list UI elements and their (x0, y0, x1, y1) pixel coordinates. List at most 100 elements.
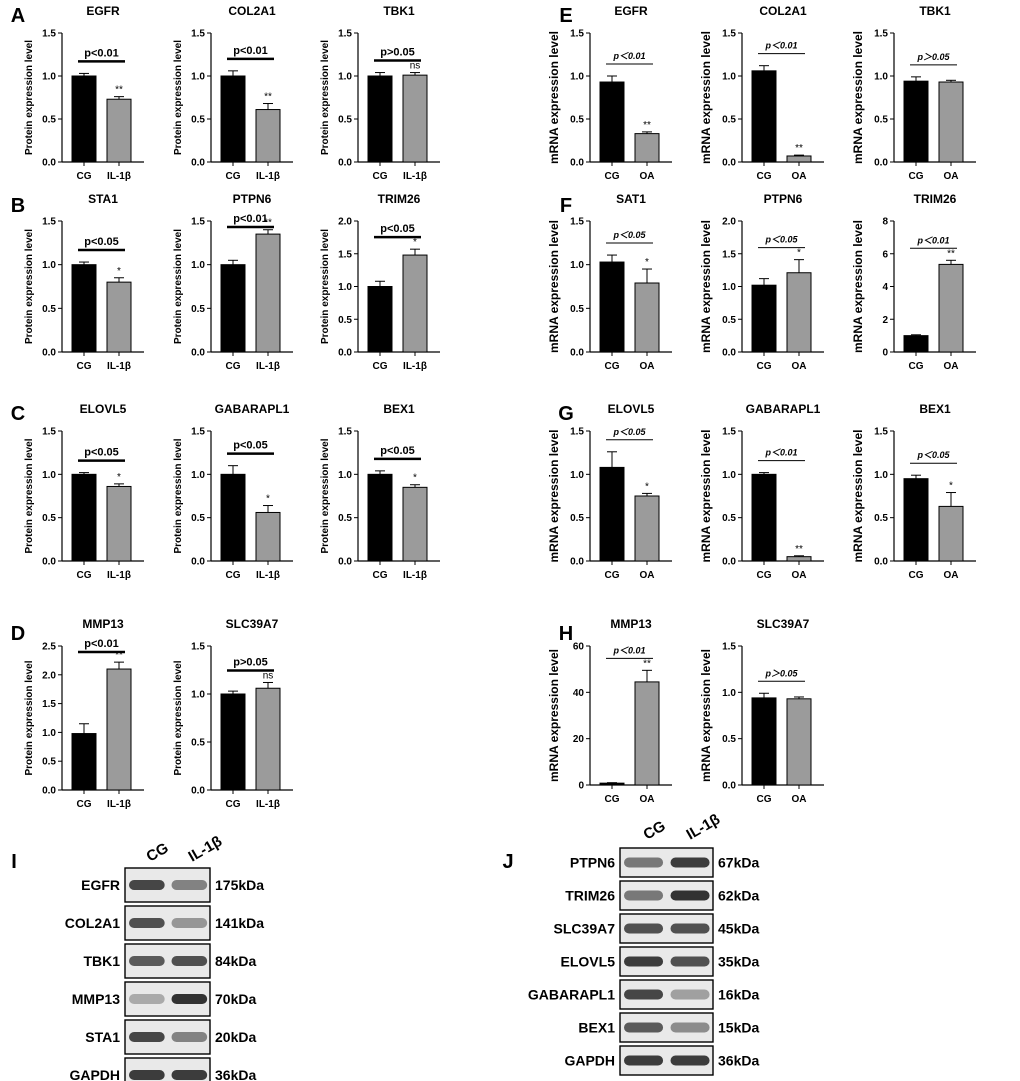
significance-label: p<0.01 (84, 47, 119, 59)
y-tick-label: 2.0 (338, 217, 352, 228)
blot-band (171, 918, 208, 928)
blot-band (624, 1055, 664, 1066)
y-tick-label: 1.5 (191, 642, 205, 653)
y-tick-label: 0.0 (338, 158, 352, 169)
y-tick-label: 0.0 (722, 348, 736, 359)
x-tick-label: CG (77, 570, 92, 581)
y-tick-label: 0.5 (874, 513, 888, 524)
y-tick-label: 1.0 (42, 728, 56, 739)
chart-title: TRIM26 (914, 192, 957, 206)
y-axis-label: Protein expression level (24, 438, 35, 553)
blot-protein-label: EGFR (81, 877, 120, 893)
significance-stars: * (797, 248, 801, 259)
bar-treated (106, 485, 132, 562)
y-tick-label: 8 (882, 217, 888, 228)
bar-treated (402, 486, 428, 562)
y-tick-label: 1.5 (570, 427, 584, 438)
y-axis-label: mRNA expression level (547, 31, 561, 164)
y-axis-label: mRNA expression level (699, 649, 713, 782)
significance-label: p＜0.01 (764, 448, 797, 458)
significance-label: p>0.05 (380, 47, 415, 59)
blot-column-header: IL-1β (684, 811, 724, 844)
chart-F-ptpn6: 0.0 0.5 1.0 1.5 2.0 mRNA expression level PTPN… (699, 192, 824, 372)
panel-letter-a: A (11, 5, 25, 27)
chart-G-gabarapl1: 0.0 0.5 1.0 1.5 mRNA expression level GABARAP… (699, 402, 824, 581)
bar-treated (938, 81, 964, 163)
y-tick-label: 1.0 (722, 688, 736, 699)
bar-control (220, 264, 246, 353)
y-axis-label: Protein expression level (320, 40, 331, 155)
panel-letter-c: C (11, 403, 25, 425)
y-axis-label: mRNA expression level (547, 649, 561, 782)
blot-band (670, 956, 710, 967)
chart-G-bex1: 0.0 0.5 1.0 1.5 mRNA expression level BEX1 CG O… (851, 402, 976, 581)
y-tick-label: 0.5 (722, 115, 736, 126)
y-tick-label: 60 (573, 642, 585, 653)
x-tick-label: OA (944, 171, 959, 182)
y-axis-label: Protein expression level (320, 229, 331, 344)
bar-control (599, 466, 625, 562)
y-tick-label: 1.5 (42, 217, 56, 228)
y-tick-label: 0 (882, 348, 888, 359)
x-tick-label: IL-1β (403, 570, 427, 581)
y-axis-label: mRNA expression level (699, 430, 713, 563)
blot-protein-label: TBK1 (83, 953, 120, 969)
x-tick-label: OA (640, 794, 655, 805)
chart-title: STA1 (88, 192, 118, 206)
y-axis-label: mRNA expression level (547, 220, 561, 353)
significance-stars: ** (115, 85, 123, 96)
panel-letter-j: J (502, 851, 513, 873)
y-tick-label: 1.5 (570, 217, 584, 228)
y-tick-label: 2.5 (42, 642, 56, 653)
y-tick-label: 0.5 (722, 513, 736, 524)
blot-size-label: 84kDa (215, 953, 256, 969)
blot-protein-label: MMP13 (72, 991, 120, 1007)
blot-protein-label: STA1 (85, 1029, 120, 1045)
x-tick-label: CG (226, 570, 241, 581)
bar-control (903, 335, 929, 353)
significance-label: p＜0.05 (612, 427, 646, 437)
x-tick-label: CG (757, 570, 772, 581)
bar-control (599, 81, 625, 163)
bar-control (903, 80, 929, 163)
bar-treated (106, 281, 132, 353)
chart-title: EGFR (614, 4, 648, 18)
chart-title: MMP13 (82, 617, 124, 631)
y-axis-label: Protein expression level (24, 660, 35, 775)
significance-stars: ** (115, 650, 123, 661)
significance-stars: ** (795, 143, 803, 154)
panel-letter-d: D (11, 623, 25, 645)
chart-title: ELOVL5 (608, 402, 655, 416)
y-tick-label: 1.5 (42, 427, 56, 438)
significance-stars: * (645, 257, 649, 268)
bar-control (751, 70, 777, 163)
blot-protein-label: GAPDH (69, 1067, 120, 1081)
x-tick-label: OA (640, 361, 655, 372)
panel-letter-h: H (559, 623, 573, 645)
significance-stars: * (266, 494, 270, 505)
chart-title: TBK1 (383, 4, 415, 18)
y-tick-label: 0.5 (570, 304, 584, 315)
y-tick-label: 0.5 (191, 115, 205, 126)
blot-band (670, 1022, 710, 1033)
significance-label: p＞0.05 (764, 668, 798, 678)
chart-title: GABARAPL1 (215, 402, 290, 416)
significance-label: p<0.05 (380, 223, 415, 235)
y-tick-label: 1.5 (191, 29, 205, 40)
blot-size-label: 67kDa (718, 855, 759, 871)
chart-E-egfr: 0.0 0.5 1.0 1.5 mRNA expression level EGFR CG O… (547, 4, 672, 182)
chart-title: TRIM26 (378, 192, 421, 206)
x-tick-label: CG (77, 799, 92, 810)
x-tick-label: CG (909, 171, 924, 182)
y-tick-label: 0.5 (570, 115, 584, 126)
blot-band (670, 923, 710, 934)
blot-protein-label: PTPN6 (570, 855, 615, 871)
blot-size-label: 20kDa (215, 1029, 256, 1045)
x-tick-label: IL-1β (256, 799, 280, 810)
y-tick-label: 1.0 (191, 72, 205, 83)
y-tick-label: 1.0 (42, 72, 56, 83)
y-tick-label: 0.5 (570, 513, 584, 524)
y-axis-label: mRNA expression level (851, 31, 865, 164)
significance-label: p＜0.01 (916, 235, 949, 245)
significance-label: p＜0.05 (916, 450, 950, 460)
